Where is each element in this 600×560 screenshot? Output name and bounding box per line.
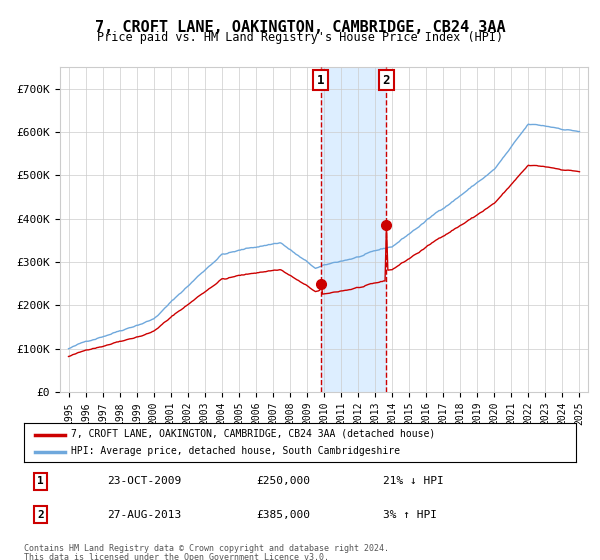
Text: 1: 1 [317, 74, 325, 87]
Text: £250,000: £250,000 [256, 476, 310, 486]
Text: 3% ↑ HPI: 3% ↑ HPI [383, 510, 437, 520]
Text: 7, CROFT LANE, OAKINGTON, CAMBRIDGE, CB24 3AA: 7, CROFT LANE, OAKINGTON, CAMBRIDGE, CB2… [95, 20, 505, 35]
Bar [321, 67, 386, 392]
Text: 21% ↓ HPI: 21% ↓ HPI [383, 476, 443, 486]
Text: HPI: Average price, detached house, South Cambridgeshire: HPI: Average price, detached house, Sout… [71, 446, 400, 456]
Text: 2: 2 [382, 74, 390, 87]
Text: £385,000: £385,000 [256, 510, 310, 520]
Text: 23-OCT-2009: 23-OCT-2009 [107, 476, 181, 486]
Text: Price paid vs. HM Land Registry's House Price Index (HPI): Price paid vs. HM Land Registry's House … [97, 31, 503, 44]
Text: 27-AUG-2013: 27-AUG-2013 [107, 510, 181, 520]
Text: 2: 2 [37, 510, 44, 520]
Text: 7, CROFT LANE, OAKINGTON, CAMBRIDGE, CB24 3AA (detached house): 7, CROFT LANE, OAKINGTON, CAMBRIDGE, CB2… [71, 429, 435, 439]
Text: 1: 1 [37, 476, 44, 486]
Text: Contains HM Land Registry data © Crown copyright and database right 2024.: Contains HM Land Registry data © Crown c… [24, 544, 389, 553]
Text: This data is licensed under the Open Government Licence v3.0.: This data is licensed under the Open Gov… [24, 553, 329, 560]
